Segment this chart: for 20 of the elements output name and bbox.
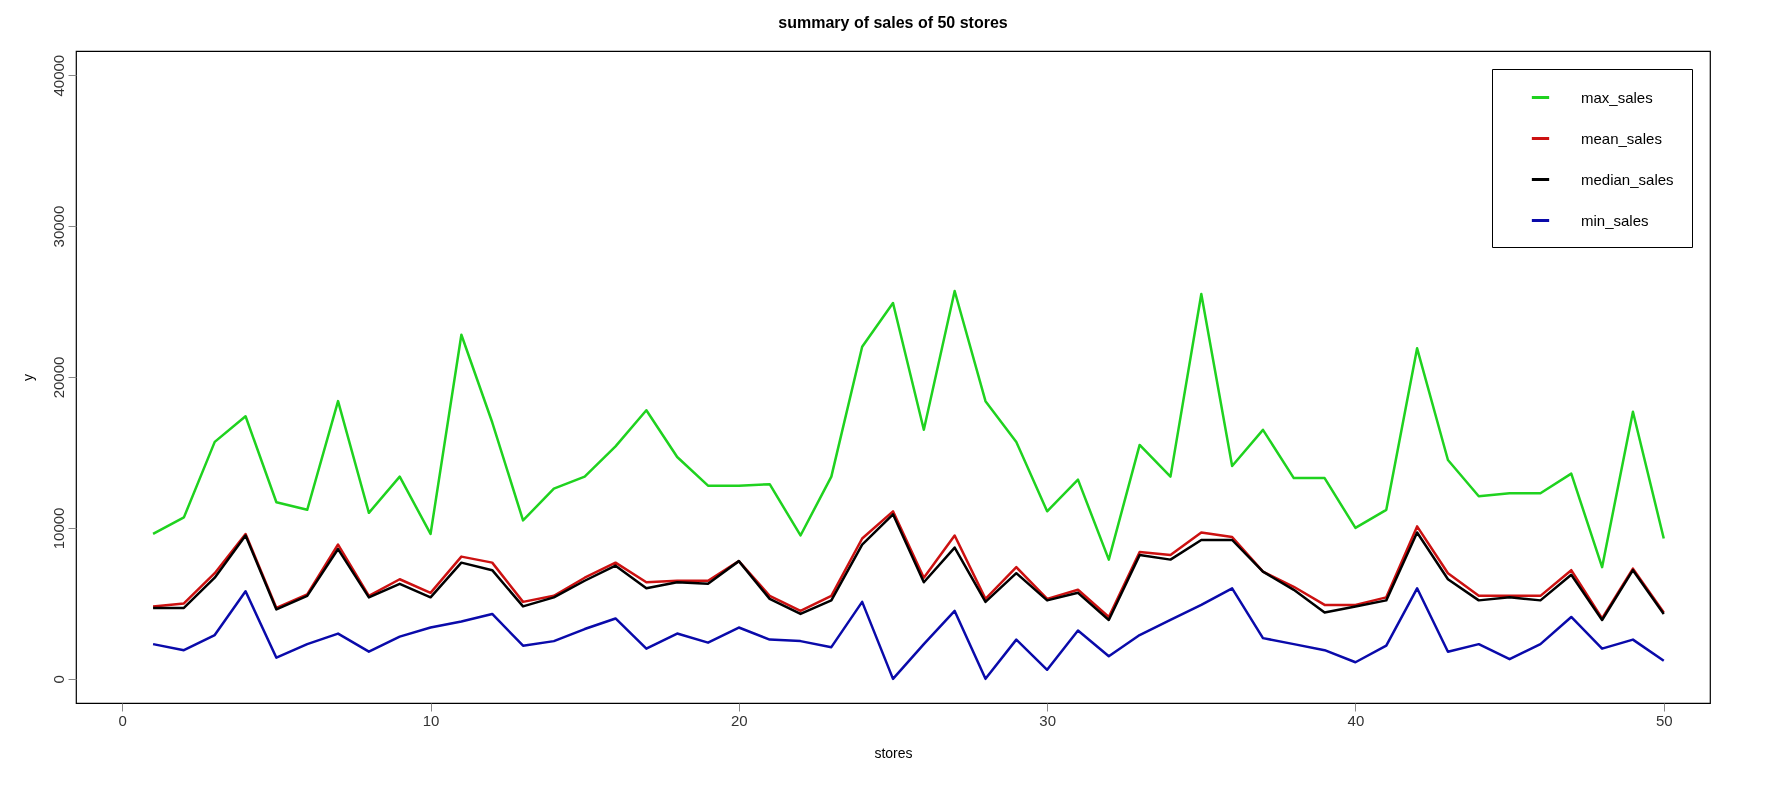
x-tick-label: 30: [1039, 711, 1056, 729]
x-tick-label: 40: [1347, 711, 1365, 729]
x-tick-label: 10: [422, 711, 440, 729]
y-tick-label: 10000: [49, 507, 67, 550]
legend-label: max_sales: [1581, 88, 1653, 106]
x-axis-title: stores: [874, 744, 913, 761]
y-tick-label: 40000: [49, 54, 67, 97]
y-tick-label: 30000: [49, 205, 67, 248]
y-axis-title: y: [19, 374, 36, 381]
x-tick-label: 0: [118, 711, 127, 729]
line-series: [151, 587, 1666, 681]
legend-label: mean_sales: [1581, 129, 1662, 147]
y-tick-label: 20000: [49, 356, 67, 399]
legend-label: min_sales: [1581, 211, 1649, 229]
line-series: [151, 289, 1666, 569]
x-tick-label: 50: [1655, 711, 1673, 729]
chart-title: summary of sales of 50 stores: [778, 14, 1008, 31]
x-tick-label: 20: [731, 711, 748, 729]
y-tick-label: 0: [49, 675, 67, 684]
legend-label: median_sales: [1581, 170, 1674, 188]
